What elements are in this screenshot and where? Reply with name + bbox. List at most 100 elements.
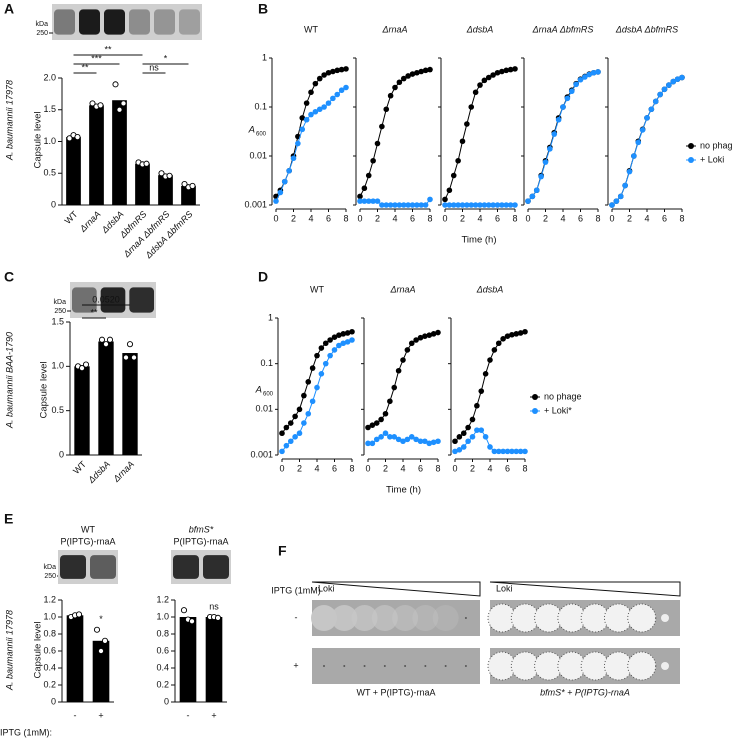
data-point (482, 434, 489, 440)
data-point (409, 202, 416, 208)
spot (627, 603, 657, 633)
data-point (370, 157, 376, 164)
x-tick-label: 4 (400, 463, 405, 473)
blot-unit: kDa (44, 564, 57, 571)
x-tick-label: 8 (679, 213, 684, 223)
data-point (674, 76, 681, 82)
data-point (327, 352, 333, 359)
data-point (391, 384, 398, 391)
data-point (286, 167, 292, 174)
data-point (299, 126, 306, 133)
data-point (500, 448, 506, 455)
data-point (582, 74, 588, 80)
legend-swatch (688, 143, 694, 149)
series-line (454, 331, 526, 442)
data-point (631, 153, 637, 159)
data-point (295, 140, 301, 147)
replicate-point (116, 106, 123, 113)
data-point (442, 202, 448, 208)
x-tick-label: 0 (452, 463, 457, 473)
legend-label: no phage (544, 391, 582, 401)
data-point (318, 370, 325, 377)
data-point (491, 347, 498, 353)
data-point (477, 202, 483, 208)
x-tick-label: 2 (375, 213, 380, 223)
replicate-point (101, 637, 109, 644)
blot-band (154, 9, 175, 35)
y-tick-label: 0.5 (43, 168, 56, 178)
data-point (309, 365, 316, 371)
data-point (485, 202, 492, 208)
y-tick-label: 0.01 (255, 404, 273, 414)
data-point (522, 448, 528, 455)
data-point (491, 448, 498, 455)
series-line (281, 331, 353, 434)
data-point (626, 168, 633, 175)
panel-label: D (258, 269, 268, 285)
x-tick-label: 2 (470, 463, 475, 473)
spot (311, 605, 337, 631)
x-tick-label: 8 (435, 463, 440, 473)
y-tick-label: 0.1 (254, 101, 267, 111)
data-point (495, 448, 502, 455)
data-point (316, 75, 323, 82)
data-point (426, 332, 433, 339)
data-point (452, 448, 458, 455)
data-point (301, 420, 307, 426)
x-tick-label: ΔrnaA (111, 459, 137, 485)
spot (383, 665, 386, 667)
data-point (396, 202, 403, 208)
data-point (365, 440, 371, 447)
x-tick-label: WT (71, 459, 88, 476)
bar (179, 617, 197, 702)
data-point (472, 202, 479, 208)
data-point (314, 384, 320, 391)
x-tick-label: ΔrnaA (77, 209, 103, 235)
data-point (661, 86, 668, 93)
y-tick-label: 0.8 (43, 628, 56, 638)
x-tick-label: 6 (495, 213, 500, 223)
bar (181, 185, 196, 205)
x-tick-label: 8 (522, 463, 527, 473)
data-point (378, 434, 384, 440)
bar (135, 163, 150, 205)
data-point (338, 87, 345, 94)
replicate-point (166, 172, 173, 179)
spot (323, 665, 325, 667)
data-point (538, 173, 544, 180)
x-tick-label: - (74, 710, 77, 720)
data-point (652, 98, 659, 105)
data-point (395, 367, 402, 374)
subplot-title: ΔrnaA (381, 24, 407, 34)
x-tick-label: 4 (487, 463, 492, 473)
data-point (336, 332, 342, 339)
data-point (308, 111, 314, 118)
data-point (322, 360, 329, 367)
series-line (275, 87, 347, 202)
replicate-point (189, 182, 196, 189)
data-point (481, 202, 488, 208)
strain-label: A. baumannii BAA-1790 (4, 332, 14, 429)
data-point (325, 69, 332, 76)
data-point (382, 430, 389, 437)
dilution-wedge (311, 581, 481, 597)
data-point (379, 123, 385, 130)
data-point (344, 339, 351, 345)
blot-band (79, 9, 100, 35)
x-tick-label: 6 (332, 463, 337, 473)
y-tick-label: 0 (59, 449, 64, 459)
data-point (504, 333, 511, 339)
y-tick-label: 0 (51, 696, 56, 706)
data-point (468, 104, 475, 110)
data-point (512, 66, 518, 72)
data-point (413, 337, 419, 343)
data-point (648, 106, 655, 113)
bar (89, 105, 104, 205)
y-tick-label: 0.4 (43, 662, 56, 672)
data-point (490, 72, 496, 78)
x-tick-label: 6 (578, 213, 583, 223)
data-point (422, 438, 428, 445)
blot-band (173, 555, 199, 579)
strain-label: A. baumannii 17978 (4, 610, 14, 691)
spot (464, 617, 467, 619)
